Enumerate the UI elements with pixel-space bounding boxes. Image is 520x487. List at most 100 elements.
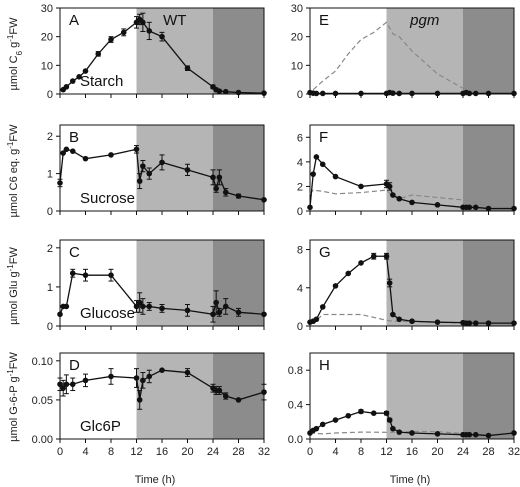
data-point bbox=[108, 152, 114, 158]
data-point bbox=[146, 373, 153, 380]
y-tick-label: 20 bbox=[41, 32, 53, 44]
data-point bbox=[57, 381, 63, 388]
data-point bbox=[313, 154, 320, 160]
y-tick-label: 1 bbox=[47, 169, 53, 181]
data-point bbox=[345, 412, 352, 419]
data-point bbox=[319, 421, 326, 428]
data-point bbox=[345, 270, 352, 277]
ylabel-glc6p: µmol G-6-P g-1FW bbox=[6, 352, 21, 442]
y-tick-label: 0.8 bbox=[288, 365, 303, 377]
phase-dark-bg bbox=[463, 240, 514, 326]
data-point bbox=[133, 146, 140, 153]
data-point bbox=[108, 36, 114, 43]
data-point bbox=[472, 204, 479, 211]
data-point bbox=[95, 51, 102, 57]
data-point bbox=[261, 196, 267, 203]
data-point bbox=[332, 417, 339, 423]
data-point bbox=[159, 305, 165, 312]
data-point bbox=[434, 90, 441, 97]
data-point bbox=[69, 270, 76, 277]
x-tick-label: 24 bbox=[457, 446, 469, 458]
data-point bbox=[146, 303, 153, 310]
data-point bbox=[332, 90, 339, 97]
data-point bbox=[358, 260, 364, 266]
phase-light-bg bbox=[60, 240, 137, 326]
panel-G: 0 4 8 G bbox=[297, 239, 517, 333]
y-tick-label: 0 bbox=[47, 321, 53, 333]
phase-light-bg bbox=[60, 353, 137, 439]
y-tick-label: 1 bbox=[47, 282, 53, 294]
ylabel-sucrose: µmol C6 eq. g-1FW bbox=[6, 124, 21, 218]
xlabel-left: Time (h) bbox=[135, 474, 176, 486]
data-point bbox=[235, 193, 242, 199]
data-point bbox=[409, 199, 415, 206]
data-point bbox=[261, 311, 267, 318]
x-tick-label: 8 bbox=[108, 446, 114, 458]
data-point bbox=[396, 316, 403, 323]
x-tick-label: 16 bbox=[406, 446, 418, 458]
x-tick-label: 32 bbox=[258, 446, 270, 458]
data-point bbox=[358, 183, 364, 190]
data-point bbox=[222, 88, 229, 95]
data-point bbox=[210, 311, 216, 318]
y-tick-label: 0.00 bbox=[32, 434, 53, 446]
ylabel-starch: µmol C6 g-1FW bbox=[6, 17, 24, 91]
data-point bbox=[409, 90, 415, 97]
phase-dark-bg bbox=[463, 353, 514, 439]
data-point bbox=[466, 431, 473, 438]
panel-E: 0 10 20 30 E pgm bbox=[291, 3, 517, 101]
panel-letter: A bbox=[69, 12, 79, 29]
data-point bbox=[396, 90, 403, 97]
phase-dark-bg bbox=[213, 353, 264, 439]
data-point bbox=[57, 311, 63, 318]
phase-dim-bg bbox=[386, 353, 463, 439]
data-point bbox=[146, 170, 153, 177]
data-point bbox=[466, 320, 473, 326]
svg-text:µmol G-6-P g-1FW: µmol G-6-P g-1FW bbox=[6, 352, 21, 442]
data-point bbox=[213, 299, 219, 306]
data-point bbox=[386, 417, 393, 423]
y-tick-label: 0.05 bbox=[32, 395, 53, 407]
data-point bbox=[63, 381, 70, 388]
data-point bbox=[313, 316, 320, 323]
metabolite-label: Glc6P bbox=[80, 418, 121, 435]
data-point bbox=[76, 74, 82, 80]
y-tick-label: 0 bbox=[47, 89, 53, 101]
x-tick-label: 20 bbox=[181, 446, 193, 458]
phase-light-bg bbox=[60, 125, 137, 211]
panel-letter: D bbox=[69, 357, 80, 374]
data-point bbox=[370, 410, 377, 417]
panel-C: 0 1 2 C Glucose bbox=[47, 239, 267, 333]
panel-letter: H bbox=[319, 357, 330, 374]
data-point bbox=[390, 425, 396, 432]
data-point bbox=[434, 431, 441, 437]
phase-light-bg bbox=[310, 125, 387, 211]
data-point bbox=[140, 163, 146, 169]
data-point bbox=[136, 178, 143, 184]
x-tick-label: 24 bbox=[207, 446, 219, 458]
data-point bbox=[216, 174, 223, 181]
data-point bbox=[82, 272, 89, 278]
data-point bbox=[216, 387, 223, 394]
y-tick-label: 4 bbox=[297, 283, 303, 295]
data-point bbox=[184, 65, 191, 71]
y-tick-label: 0.10 bbox=[32, 356, 53, 368]
y-tick-label: 0.4 bbox=[288, 400, 303, 412]
x-tick-label: 0 bbox=[307, 446, 313, 458]
data-point bbox=[57, 180, 63, 186]
panel-H: 0.0 0.4 0.8 0 4 8 12 16 20 24 28 32 H bbox=[288, 352, 520, 458]
data-point bbox=[140, 303, 146, 310]
data-point bbox=[159, 159, 165, 166]
phase-dim-bg bbox=[386, 240, 463, 326]
y-tick-label: 30 bbox=[291, 3, 303, 15]
data-point bbox=[216, 309, 223, 316]
data-point bbox=[108, 272, 114, 278]
data-point bbox=[472, 90, 479, 97]
data-point bbox=[370, 253, 377, 260]
data-point bbox=[511, 430, 517, 436]
y-tick-label: 0 bbox=[297, 206, 303, 218]
phase-dark-bg bbox=[463, 8, 514, 94]
data-point bbox=[466, 204, 473, 211]
y-tick-label: 0 bbox=[297, 89, 303, 101]
